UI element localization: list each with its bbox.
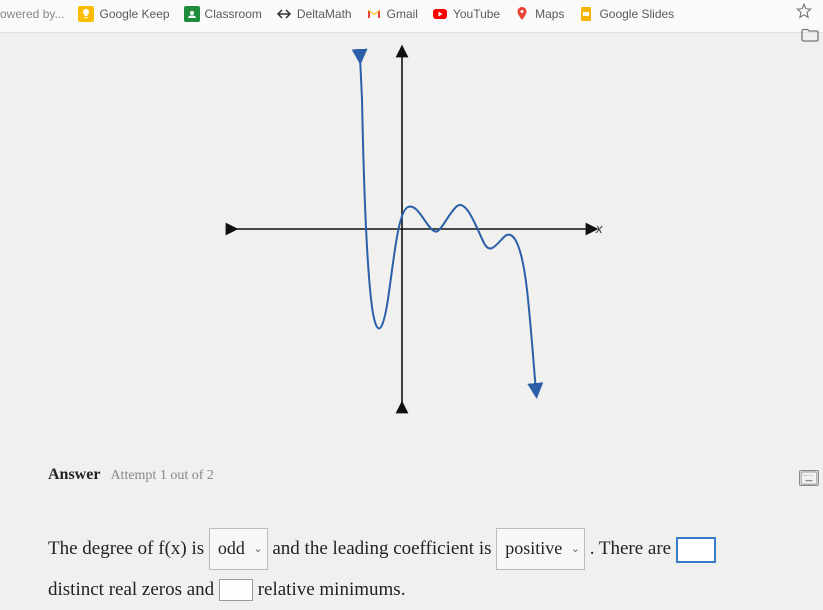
answer-label: Answer (48, 466, 100, 484)
sentence-text: . There are (590, 538, 676, 559)
bookmark-label: YouTube (453, 7, 500, 21)
degree-select-value: odd (218, 538, 245, 558)
keep-icon (78, 6, 94, 22)
bookmark-label: Classroom (205, 7, 262, 21)
youtube-icon (432, 6, 448, 22)
bookmark-google-slides[interactable]: Google Slides (578, 6, 674, 22)
bookmark-label: Google Keep (99, 7, 169, 21)
bookmarks-bar: owered by... Google Keep Classroom Delta… (0, 0, 823, 33)
graph-container: x (0, 33, 823, 419)
sentence-text: The degree of f(x) is (48, 538, 209, 559)
bookmark-label: Google Slides (599, 7, 674, 21)
gmail-icon (366, 6, 382, 22)
bookmark-gmail[interactable]: Gmail (366, 6, 418, 22)
degree-select[interactable]: odd ⌄ (209, 528, 268, 570)
bookmark-label: Maps (535, 7, 564, 21)
sentence-text: distinct real zeros and (48, 579, 219, 600)
bookmark-classroom[interactable]: Classroom (184, 6, 262, 22)
polynomial-graph: x (212, 39, 612, 419)
bookmarks-prefix: owered by... (0, 7, 64, 21)
deltamath-icon (276, 6, 292, 22)
chevron-down-icon: ⌄ (253, 543, 262, 555)
relative-minimums-input[interactable] (219, 579, 253, 601)
sentence-text: and the leading coefficient is (272, 538, 496, 559)
attempt-text: Attempt 1 out of 2 (110, 468, 213, 484)
answer-section: Answer Attempt 1 out of 2 (48, 466, 823, 484)
svg-text:x: x (595, 221, 603, 236)
bookmark-label: Gmail (387, 7, 418, 21)
bookmark-google-keep[interactable]: Google Keep (78, 6, 169, 22)
leading-coeff-value: positive (505, 538, 562, 558)
slides-icon (578, 6, 594, 22)
all-bookmarks-icon[interactable] (801, 28, 819, 42)
distinct-zeros-input[interactable] (676, 537, 716, 563)
leading-coeff-select[interactable]: positive ⌄ (496, 528, 585, 570)
bookmark-deltamath[interactable]: DeltaMath (276, 6, 352, 22)
star-icon[interactable] (795, 2, 813, 20)
bookmark-maps[interactable]: Maps (514, 6, 564, 22)
classroom-icon (184, 6, 200, 22)
bookmark-label: DeltaMath (297, 7, 352, 21)
bookmark-youtube[interactable]: YouTube (432, 6, 500, 22)
maps-icon (514, 6, 530, 22)
answer-sentence: The degree of f(x) is odd ⌄ and the lead… (48, 528, 805, 610)
sentence-text: relative minimums. (258, 579, 406, 600)
chevron-down-icon: ⌄ (571, 543, 580, 555)
